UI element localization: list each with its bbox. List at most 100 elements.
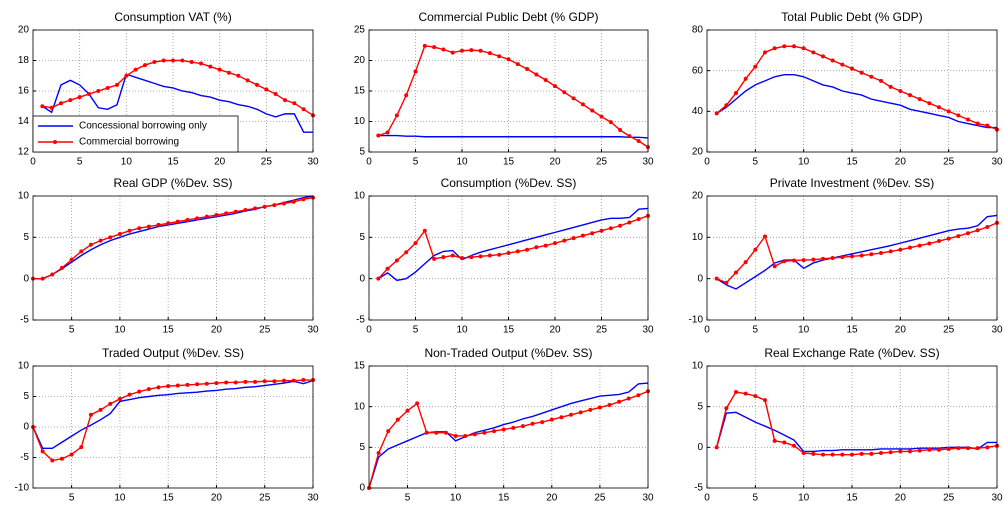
data-point <box>214 213 219 218</box>
x-tick-label: 20 <box>895 157 907 168</box>
data-point <box>501 427 506 432</box>
data-point <box>492 429 497 434</box>
y-tick-label: 20 <box>692 191 704 202</box>
data-point <box>636 139 641 144</box>
data-point <box>772 46 777 51</box>
data-point <box>617 399 622 404</box>
data-point <box>180 58 185 63</box>
x-tick-label: 20 <box>211 325 223 336</box>
data-point <box>96 89 101 93</box>
data-point <box>618 223 623 228</box>
data-point <box>40 104 45 109</box>
data-point <box>859 451 864 456</box>
data-point <box>204 381 209 386</box>
data-point <box>127 228 132 233</box>
x-tick-label: 15 <box>846 157 858 168</box>
data-point <box>917 243 922 248</box>
data-point <box>413 241 418 246</box>
data-point <box>482 430 487 435</box>
panel: Total Public Debt (% GDP) 0 5 10 15 20 25 30 20 4… <box>692 10 1003 167</box>
data-point <box>214 381 219 386</box>
x-tick-label: 5 <box>413 157 419 168</box>
data-point <box>385 130 390 135</box>
x-tick-label: 25 <box>943 157 955 168</box>
data-point <box>422 228 427 233</box>
data-point <box>553 84 557 89</box>
x-tick-label: 30 <box>307 325 319 336</box>
data-point <box>859 70 864 75</box>
x-tick-label: 20 <box>549 325 561 336</box>
x-tick-label: 5 <box>753 493 759 504</box>
data-point <box>549 417 554 422</box>
x-tick-label: 25 <box>259 493 271 504</box>
data-point <box>569 412 574 417</box>
x-tick-label: 5 <box>753 157 759 168</box>
data-point <box>394 113 399 118</box>
data-point <box>724 406 729 411</box>
data-point <box>243 379 248 384</box>
data-point <box>908 449 912 454</box>
y-tick-label: 20 <box>354 55 366 66</box>
x-tick-label: 10 <box>114 493 126 504</box>
data-point <box>40 449 45 454</box>
y-tick-label: 80 <box>692 25 704 36</box>
series-line <box>378 134 649 139</box>
data-point <box>282 201 287 206</box>
x-tick-label: 10 <box>456 325 468 336</box>
data-point <box>985 123 990 128</box>
data-point <box>927 101 932 106</box>
data-point <box>590 108 595 113</box>
data-point <box>840 62 845 67</box>
data-point <box>175 383 180 388</box>
data-point <box>888 249 893 254</box>
x-tick-label: 15 <box>503 157 515 168</box>
x-tick-label: 10 <box>798 493 810 504</box>
data-point <box>724 280 729 285</box>
data-point <box>88 412 93 417</box>
x-tick-label: 30 <box>991 157 1003 168</box>
data-point <box>224 380 229 385</box>
data-point <box>888 450 893 455</box>
data-point <box>79 445 84 450</box>
data-point <box>105 85 110 90</box>
data-point <box>506 57 511 62</box>
data-point <box>636 217 641 222</box>
x-tick-label: 0 <box>704 493 710 504</box>
data-point <box>830 256 835 260</box>
data-point <box>879 251 883 256</box>
data-point <box>956 446 961 451</box>
panel: Commercial Public Debt (% GDP)0 5 10 15 20 25… <box>354 10 654 167</box>
data-point <box>291 199 296 204</box>
data-point <box>772 264 777 269</box>
data-point <box>753 247 758 252</box>
data-point <box>821 452 825 457</box>
data-point <box>821 54 825 59</box>
data-point <box>208 64 213 69</box>
panel-title: Consumption (%Dev. SS) <box>441 176 577 190</box>
data-point <box>253 206 258 211</box>
data-point <box>515 62 520 67</box>
data-point <box>588 407 593 412</box>
plot-frame <box>32 195 314 321</box>
data-point <box>975 121 980 126</box>
data-point <box>908 245 912 250</box>
data-point <box>597 405 602 410</box>
panel-title: Commercial Public Debt (% GDP) <box>418 10 598 24</box>
x-tick-label: 15 <box>163 325 175 336</box>
data-point <box>975 446 980 451</box>
data-point <box>50 272 55 277</box>
data-point <box>763 50 767 55</box>
panel: Real Exchange Rate (%Dev. SS) 0 5 10 15 20 25 3… <box>692 346 1003 503</box>
data-point <box>133 67 138 72</box>
y-tick-label: 10 <box>18 191 30 202</box>
panel-title: Total Public Debt (% GDP) <box>781 10 922 24</box>
data-point <box>782 44 787 49</box>
data-point <box>792 258 796 263</box>
x-tick-label: 30 <box>991 325 1003 336</box>
data-point <box>87 92 91 97</box>
x-tick-label: 30 <box>991 493 1003 504</box>
data-point <box>487 51 492 56</box>
data-point <box>282 378 287 383</box>
data-point <box>985 225 990 229</box>
data-point <box>801 258 806 263</box>
